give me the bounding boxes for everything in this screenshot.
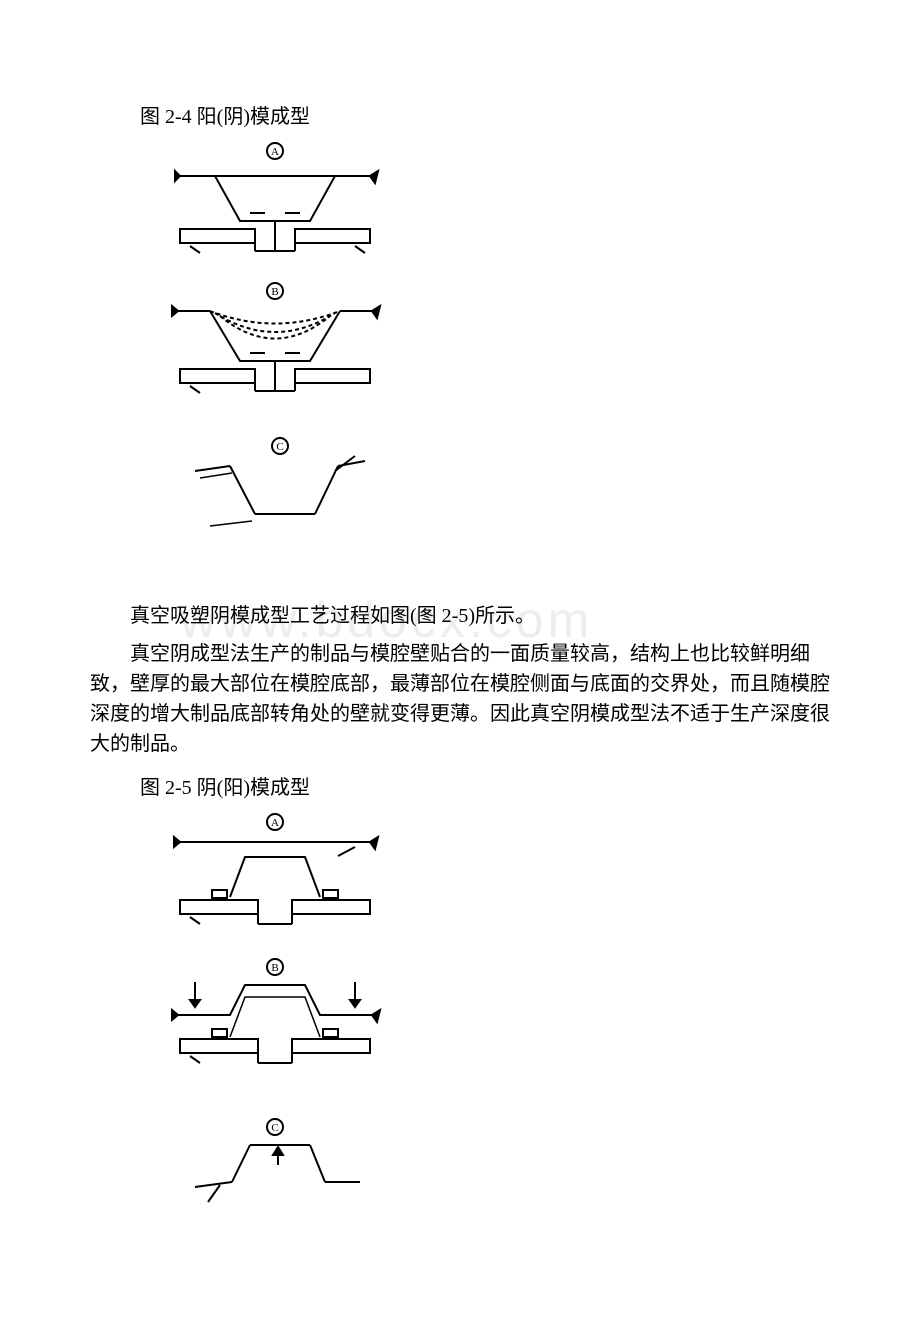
figure-1-section: 图 2-4 阳(阴)模成型 A (90, 100, 830, 551)
figure-1-panel-a: A (175, 143, 378, 253)
figure-2-caption: 图 2-5 阴(阳)模成型 (90, 771, 830, 800)
label-c: C (276, 441, 283, 453)
figure-2-section: 图 2-5 阴(阳)模成型 A (90, 771, 830, 1212)
label-c: C (271, 1122, 278, 1134)
paragraph-2: 真空阴成型法生产的制品与模腔壁贴合的一面质量较高，结构上也比较鲜明细致，壁厚的最… (90, 639, 830, 759)
figure-1-caption: 图 2-4 阳(阴)模成型 (90, 100, 830, 129)
paragraph-1: 真空吸塑阴模成型工艺过程如图(图 2-5)所示。 (90, 601, 830, 631)
figure-1-panel-c: C (195, 438, 365, 526)
label-a: A (271, 146, 279, 158)
figure-1: A (90, 141, 830, 551)
figure-2-panel-c: C (195, 1119, 360, 1202)
figure-2: A (90, 812, 830, 1212)
figure-1-svg: A (160, 141, 390, 551)
label-b: B (271, 286, 278, 298)
figure-1-panel-b: B (172, 283, 380, 393)
body-text: www.bdocx.com 真空吸塑阴模成型工艺过程如图(图 2-5)所示。 真… (90, 601, 830, 759)
figure-2-svg: A (160, 812, 390, 1212)
figure-2-panel-a: A (174, 814, 378, 924)
label-a: A (271, 817, 279, 829)
label-b: B (271, 962, 278, 974)
figure-2-panel-b: B (172, 959, 380, 1063)
